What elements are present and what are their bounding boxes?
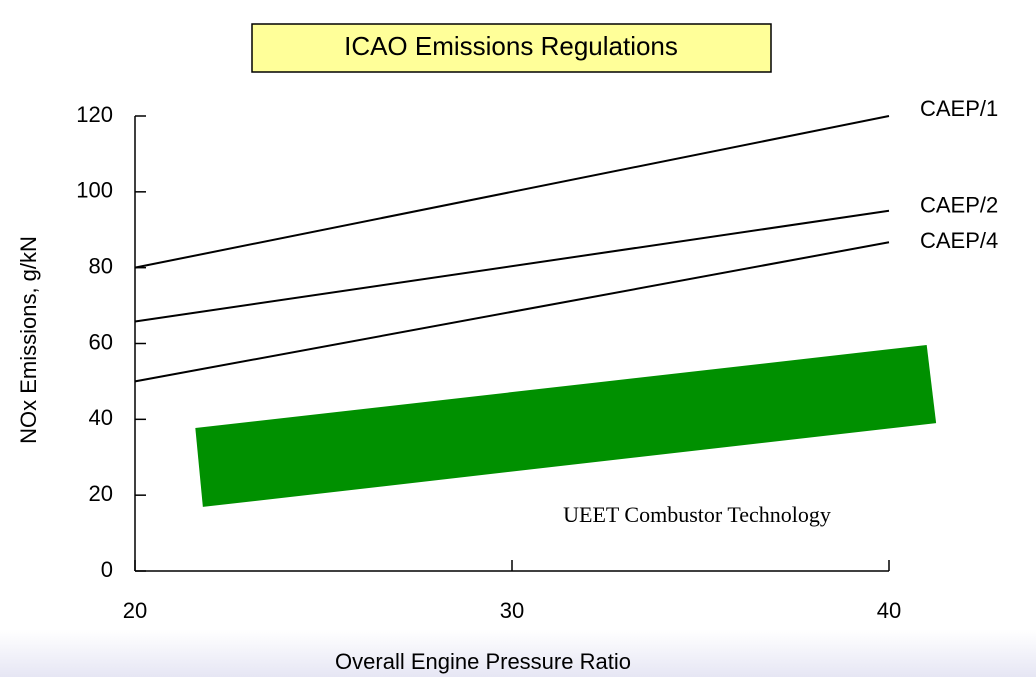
x-tick-label: 30 — [500, 598, 524, 623]
series-label: CAEP/1 — [920, 96, 998, 121]
y-tick-label: 80 — [89, 253, 113, 278]
regulation-line — [134, 241, 890, 383]
band-label: UEET Combustor Technology — [563, 502, 831, 527]
series-label: CAEP/2 — [920, 193, 998, 218]
chart-title: ICAO Emissions Regulations — [344, 31, 678, 61]
regulation-line — [134, 115, 890, 269]
x-axis-label: Overall Engine Pressure Ratio — [335, 649, 631, 674]
y-tick-label: 0 — [101, 557, 113, 582]
x-tick-label: 20 — [123, 598, 147, 623]
y-tick-label: 120 — [76, 102, 113, 127]
y-tick-label: 20 — [89, 481, 113, 506]
technology-band — [195, 345, 937, 507]
y-axis-label: NOx Emissions, g/kN — [16, 236, 41, 444]
regulation-line — [134, 209, 890, 323]
y-tick-label: 40 — [89, 405, 113, 430]
y-tick-label: 100 — [76, 178, 113, 203]
title-box — [251, 23, 772, 73]
y-tick-label: 60 — [89, 329, 113, 354]
x-tick-label: 40 — [877, 598, 901, 623]
series-label: CAEP/4 — [920, 228, 998, 253]
